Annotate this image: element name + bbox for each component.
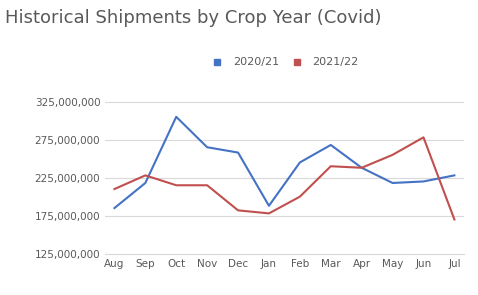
2021/22 [297, 195, 303, 199]
2020/21 [111, 206, 117, 210]
2021/22 [142, 173, 148, 177]
2020/21 [328, 143, 334, 147]
Line: 2020/21: 2020/21 [114, 117, 455, 208]
2020/21 [235, 151, 241, 154]
2020/21 [142, 181, 148, 185]
2021/22 [235, 209, 241, 212]
2021/22 [421, 136, 426, 139]
2021/22 [390, 153, 395, 157]
2020/21 [390, 181, 395, 185]
2020/21 [204, 145, 210, 149]
2020/21 [297, 161, 303, 164]
2021/22 [452, 218, 457, 221]
2021/22 [328, 165, 334, 168]
Legend: 2020/21, 2021/22: 2020/21, 2021/22 [210, 57, 358, 67]
Text: Historical Shipments by Crop Year (Covid): Historical Shipments by Crop Year (Covid… [5, 9, 381, 27]
2021/22 [266, 212, 272, 215]
2021/22 [111, 187, 117, 191]
2021/22 [174, 183, 179, 187]
2020/21 [421, 180, 426, 183]
2020/21 [174, 115, 179, 119]
2020/21 [266, 204, 272, 208]
2020/21 [359, 166, 365, 170]
2020/21 [452, 173, 457, 177]
Line: 2021/22: 2021/22 [114, 137, 455, 219]
2021/22 [204, 183, 210, 187]
2021/22 [359, 166, 365, 170]
